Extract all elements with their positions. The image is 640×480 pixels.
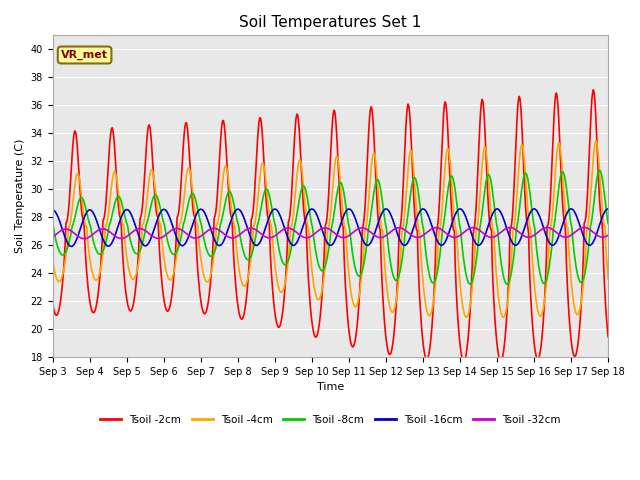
Text: VR_met: VR_met: [61, 50, 108, 60]
Title: Soil Temperatures Set 1: Soil Temperatures Set 1: [239, 15, 422, 30]
Legend: Tsoil -2cm, Tsoil -4cm, Tsoil -8cm, Tsoil -16cm, Tsoil -32cm: Tsoil -2cm, Tsoil -4cm, Tsoil -8cm, Tsoi…: [96, 411, 564, 429]
Y-axis label: Soil Temperature (C): Soil Temperature (C): [15, 139, 25, 253]
X-axis label: Time: Time: [317, 383, 344, 393]
